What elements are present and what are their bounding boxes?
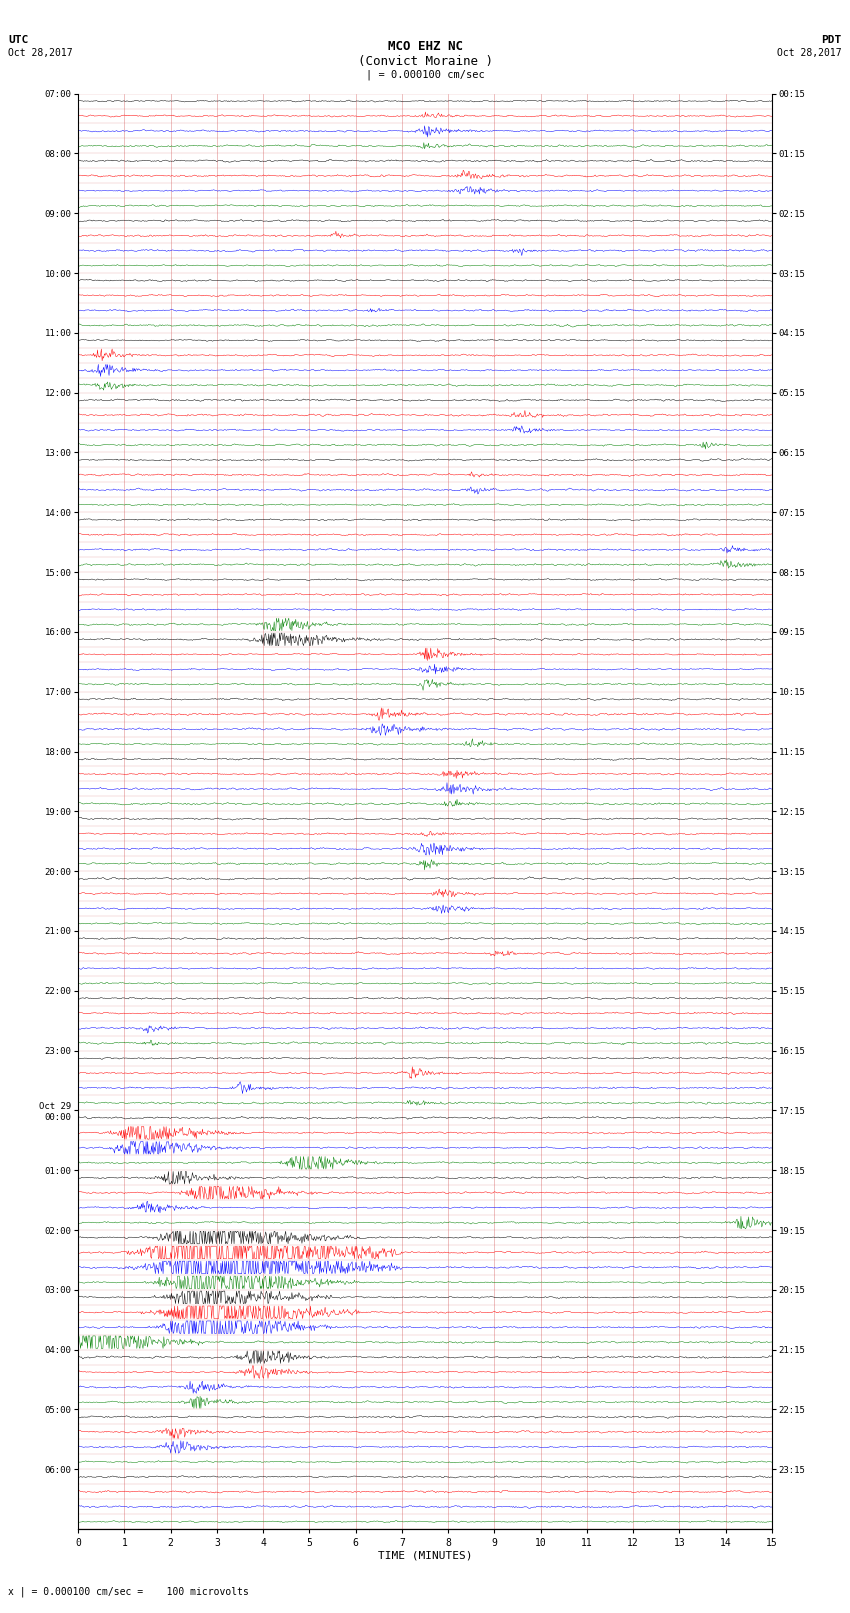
Text: UTC: UTC — [8, 35, 29, 45]
X-axis label: TIME (MINUTES): TIME (MINUTES) — [377, 1552, 473, 1561]
Text: PDT: PDT — [821, 35, 842, 45]
Text: | = 0.000100 cm/sec: | = 0.000100 cm/sec — [366, 69, 484, 81]
Text: (Convict Moraine ): (Convict Moraine ) — [358, 55, 492, 68]
Text: Oct 28,2017: Oct 28,2017 — [8, 48, 73, 58]
Text: x | = 0.000100 cm/sec =    100 microvolts: x | = 0.000100 cm/sec = 100 microvolts — [8, 1586, 249, 1597]
Text: Oct 28,2017: Oct 28,2017 — [777, 48, 842, 58]
Text: MCO EHZ NC: MCO EHZ NC — [388, 40, 462, 53]
